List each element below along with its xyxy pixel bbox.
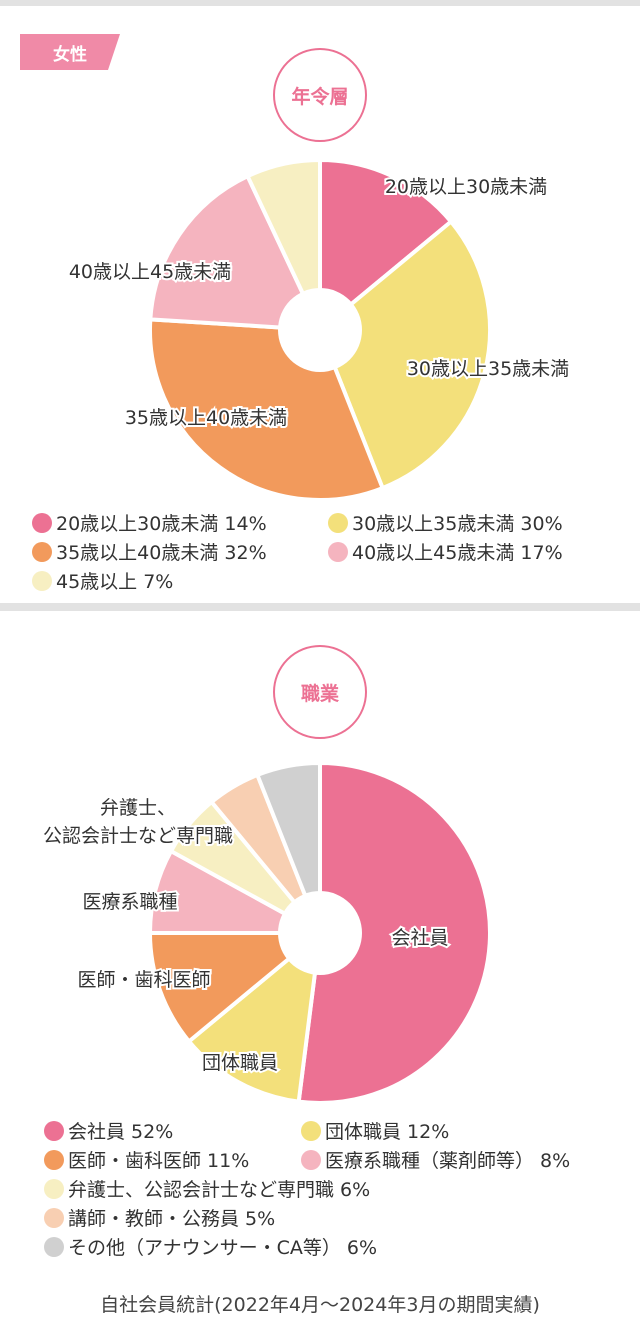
slice-label: 会社員	[391, 927, 448, 949]
legend-dot	[32, 512, 52, 533]
legend-dot	[44, 1236, 64, 1257]
pie-slice	[147, 931, 326, 1045]
legend-row: その他（アナウンサー・CA等） 6%	[44, 1232, 558, 1261]
legend-label: 医師・歯科医師 11%	[68, 1150, 250, 1172]
pie-slice	[254, 760, 322, 934]
slice-label: 公認会計士など専門職	[43, 825, 233, 847]
legend-row: 会社員 52% 団体職員 12%	[44, 1116, 558, 1145]
legend-item: 20歳以上30歳未満 14%	[32, 509, 328, 536]
legend-dot	[328, 512, 348, 533]
legend-label: 講師・教師・公務員 5%	[68, 1208, 276, 1230]
slice-label: 40歳以上45歳未満	[69, 261, 231, 283]
pie-slice	[296, 760, 493, 1105]
legend-label: 医療系職種（薬剤師等） 8%	[325, 1150, 571, 1172]
pie-slice	[148, 173, 324, 333]
legend-item: 講師・教師・公務員 5%	[44, 1204, 301, 1231]
pie-slice	[186, 928, 323, 1104]
slice-label: 弁護士、	[100, 797, 176, 819]
legend-dot	[32, 541, 52, 562]
legend-item: 45歳以上 7%	[32, 567, 328, 594]
legend-dot	[44, 1178, 64, 1199]
donut-hole	[278, 891, 362, 975]
gender-tag: 女性	[20, 34, 120, 70]
legend-item: 医療系職種（薬剤師等） 8%	[301, 1146, 570, 1173]
legend-dot	[301, 1120, 321, 1141]
legend-label: 35歳以上40歳未満 32%	[56, 542, 267, 564]
slice-label: 団体職員	[202, 1052, 278, 1074]
legend-row: 35歳以上40歳未満 32% 40歳以上45歳未満 17%	[32, 537, 624, 566]
job-chart-title: 職業	[273, 645, 367, 739]
legend-dot	[44, 1120, 64, 1141]
legend-dot	[328, 541, 348, 562]
pie-slice	[244, 157, 322, 331]
slice-label: 20歳以上30歳未満	[385, 176, 547, 198]
legend-item: その他（アナウンサー・CA等） 6%	[44, 1233, 377, 1260]
legend-label: その他（アナウンサー・CA等） 6%	[68, 1237, 378, 1259]
legend-dot	[44, 1149, 64, 1170]
legend-label: 20歳以上30歳未満 14%	[56, 513, 267, 535]
legend-label: 40歳以上45歳未満 17%	[352, 542, 563, 564]
legend-item: 35歳以上40歳未満 32%	[32, 538, 328, 565]
donut-hole	[278, 288, 362, 372]
legend-row: 医師・歯科医師 11% 医療系職種（薬剤師等） 8%	[44, 1145, 570, 1174]
legend-row: 45歳以上 7%	[32, 566, 624, 595]
legend-item: 医師・歯科医師 11%	[44, 1146, 301, 1173]
legend-row: 20歳以上30歳未満 14% 30歳以上35歳未満 30%	[32, 508, 624, 537]
age-pie-chart: 20歳以上30歳未満 30歳以上35歳未満 35歳以上40歳未満 40歳以上45歳未満	[67, 157, 571, 502]
pie-slice	[317, 218, 492, 491]
legend-item: 団体職員 12%	[301, 1117, 558, 1144]
slice-label: 医師・歯科医師	[77, 969, 210, 991]
legend-label: 45歳以上 7%	[56, 571, 174, 593]
legend-label: 団体職員 12%	[325, 1121, 450, 1143]
legend-row: 弁護士、公認会計士など専門職 6%	[44, 1174, 558, 1203]
age-legend: 20歳以上30歳未満 14% 30歳以上35歳未満 30% 35歳以上40歳未満 3…	[32, 508, 624, 595]
pie-slice	[318, 157, 454, 335]
legend-label: 弁護士、公認会計士など専門職 6%	[68, 1179, 371, 1201]
slice-label: 医療系職種	[82, 891, 177, 913]
legend-item: 弁護士、公認会計士など専門職 6%	[44, 1175, 370, 1202]
footnote: 自社会員統計(2022年4月〜2024年3月の期間実績)	[100, 1294, 540, 1316]
legend-dot	[32, 570, 52, 591]
legend-dot	[301, 1149, 321, 1170]
job-legend: 会社員 52% 団体職員 12% 医師・歯科医師 11% 医療系職種（薬剤師等） 8%…	[44, 1116, 570, 1261]
slice-label: 35歳以上40歳未満	[125, 407, 287, 429]
top-divider	[0, 0, 640, 6]
legend-row: 講師・教師・公務員 5%	[44, 1203, 558, 1232]
slice-label: 30歳以上35歳未満	[407, 358, 569, 380]
legend-dot	[44, 1207, 64, 1228]
legend-item: 40歳以上45歳未満 17%	[328, 538, 624, 565]
section-divider	[0, 603, 640, 611]
legend-label: 会社員 52%	[68, 1121, 174, 1143]
legend-item: 30歳以上35歳未満 30%	[328, 509, 624, 536]
legend-item: 会社員 52%	[44, 1117, 301, 1144]
legend-label: 30歳以上35歳未満 30%	[352, 513, 563, 535]
age-chart-title: 年令層	[273, 48, 367, 142]
